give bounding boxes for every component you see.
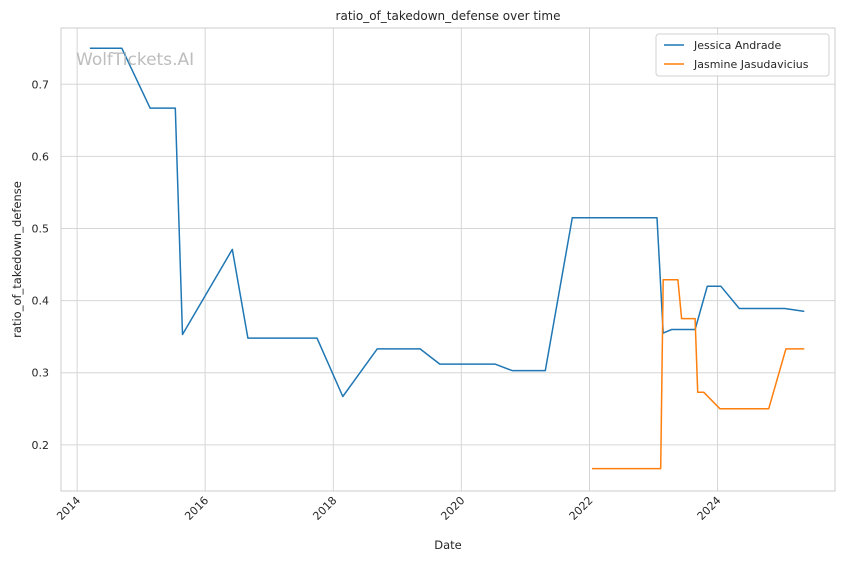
plot-area-frame bbox=[60, 27, 836, 492]
series-line bbox=[592, 278, 805, 470]
series-line bbox=[89, 47, 805, 398]
grid-lines bbox=[61, 28, 835, 491]
legend: Jessica Andrade Jasmine Jasudavicius bbox=[655, 33, 830, 77]
y-axis-label: ratio_of_takedown_defense bbox=[10, 181, 24, 338]
legend-entry: Jessica Andrade bbox=[693, 39, 782, 52]
x-axis-label: Date bbox=[434, 538, 462, 552]
series-lines bbox=[89, 47, 805, 470]
y-tick-label: 0.5 bbox=[32, 222, 50, 235]
chart-title: ratio_of_takedown_defense over time bbox=[336, 9, 561, 23]
y-tick-label: 0.4 bbox=[32, 295, 50, 308]
legend-box bbox=[655, 33, 830, 77]
y-tick-label: 0.3 bbox=[32, 367, 50, 380]
legend-entry: Jasmine Jasudavicius bbox=[693, 58, 809, 71]
y-tick-label: 0.6 bbox=[32, 150, 50, 163]
y-tick-label: 0.7 bbox=[32, 78, 50, 91]
watermark: WolfTickets.AI bbox=[76, 50, 194, 70]
y-tick-label: 0.2 bbox=[32, 439, 50, 452]
